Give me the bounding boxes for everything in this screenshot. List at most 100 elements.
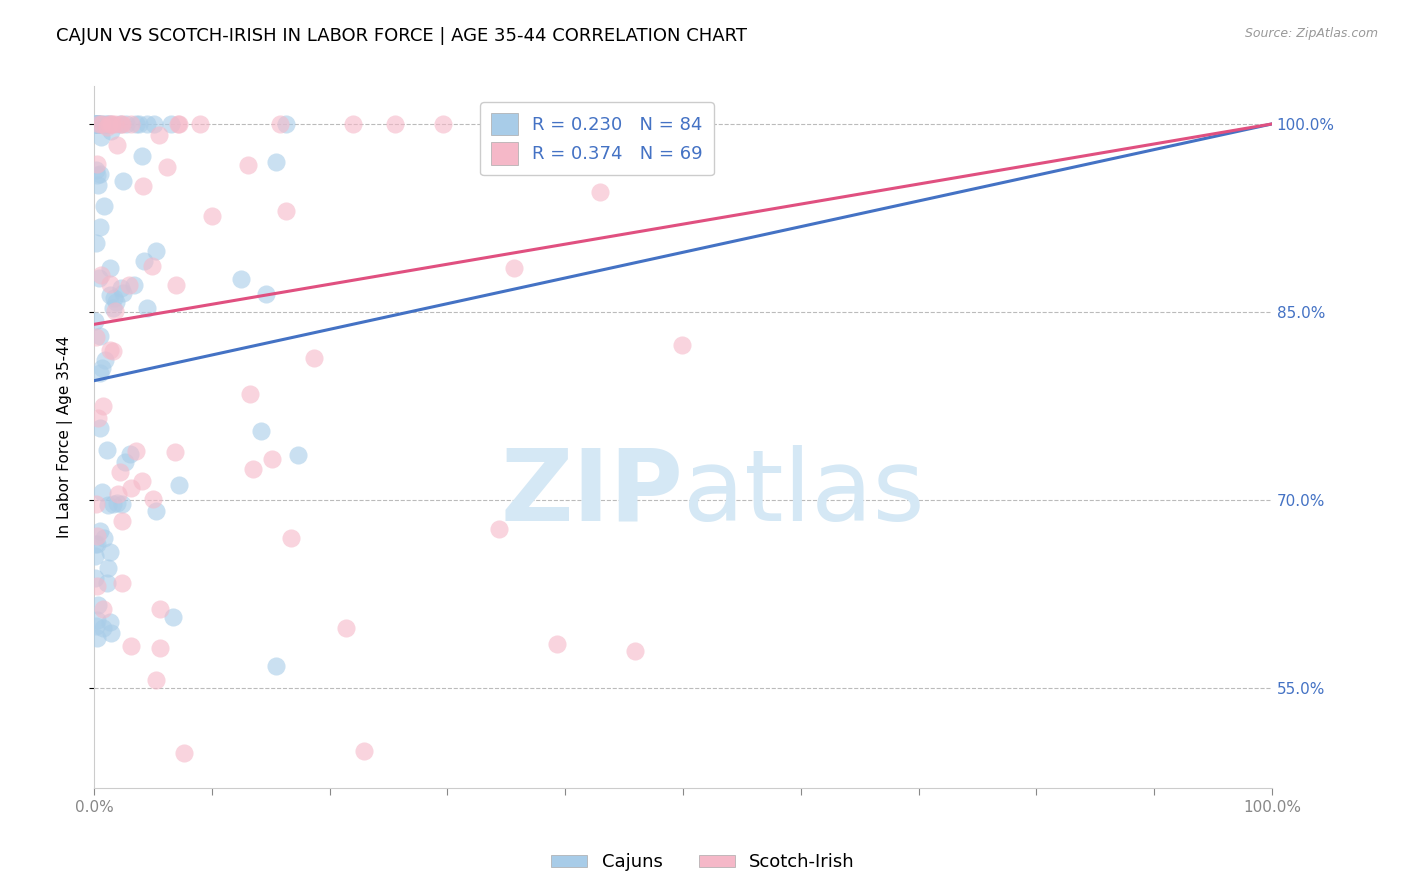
- Point: [162, 609, 184, 624]
- Point: [188, 117, 211, 131]
- Point: [148, 602, 170, 616]
- Point: [111, 173, 134, 187]
- Point: [149, 641, 172, 656]
- Point: [91, 485, 114, 500]
- Point: [86, 117, 108, 131]
- Point: [287, 448, 309, 462]
- Point: [488, 522, 510, 536]
- Point: [94, 352, 117, 367]
- Point: [136, 117, 159, 131]
- Point: [145, 504, 167, 518]
- Point: [89, 329, 111, 343]
- Text: atlas: atlas: [683, 445, 925, 541]
- Point: [135, 301, 157, 315]
- Point: [302, 351, 325, 365]
- Point: [98, 117, 121, 131]
- Point: [86, 497, 108, 511]
- Point: [96, 120, 118, 134]
- Point: [108, 465, 131, 479]
- Point: [141, 259, 163, 273]
- Point: [105, 496, 128, 510]
- Point: [86, 537, 108, 551]
- Point: [546, 637, 568, 651]
- Point: [100, 626, 122, 640]
- Point: [86, 117, 108, 131]
- Point: [125, 444, 148, 458]
- Point: [98, 545, 121, 559]
- Point: [165, 444, 187, 458]
- Point: [89, 219, 111, 234]
- Point: [103, 291, 125, 305]
- Point: [91, 361, 114, 376]
- Point: [98, 615, 121, 630]
- Point: [97, 561, 120, 575]
- Point: [98, 277, 121, 291]
- Point: [231, 272, 253, 286]
- Point: [98, 261, 121, 276]
- Point: [111, 497, 134, 511]
- Point: [238, 158, 260, 172]
- Point: [91, 621, 114, 635]
- Point: [342, 117, 364, 131]
- Point: [128, 117, 150, 131]
- Point: [110, 117, 132, 131]
- Point: [118, 447, 141, 461]
- Point: [201, 209, 224, 223]
- Point: [107, 487, 129, 501]
- Point: [83, 537, 105, 551]
- Point: [101, 344, 124, 359]
- Point: [276, 117, 298, 131]
- Point: [131, 148, 153, 162]
- Point: [86, 117, 108, 131]
- Point: [84, 330, 107, 344]
- Point: [264, 658, 287, 673]
- Point: [89, 167, 111, 181]
- Point: [114, 455, 136, 469]
- Point: [120, 481, 142, 495]
- Point: [86, 613, 108, 627]
- Point: [159, 117, 181, 131]
- Point: [96, 117, 118, 131]
- Point: [104, 303, 127, 318]
- Point: [100, 124, 122, 138]
- Point: [101, 497, 124, 511]
- Point: [145, 673, 167, 687]
- Point: [589, 185, 612, 199]
- Point: [83, 117, 105, 131]
- Point: [103, 117, 125, 131]
- Point: [87, 411, 110, 425]
- Point: [260, 451, 283, 466]
- Point: [86, 598, 108, 612]
- Point: [84, 117, 107, 131]
- Point: [142, 117, 165, 131]
- Point: [84, 162, 107, 177]
- Point: [148, 128, 170, 142]
- Point: [167, 478, 190, 492]
- Point: [120, 117, 142, 131]
- Point: [280, 531, 302, 545]
- Y-axis label: In Labor Force | Age 35-44: In Labor Force | Age 35-44: [58, 336, 73, 538]
- Point: [353, 744, 375, 758]
- Point: [86, 529, 108, 543]
- Point: [125, 117, 148, 131]
- Point: [98, 117, 121, 131]
- Point: [90, 117, 112, 131]
- Point: [335, 621, 357, 635]
- Point: [91, 399, 114, 413]
- Point: [169, 117, 191, 131]
- Point: [105, 138, 128, 153]
- Point: [94, 117, 117, 131]
- Point: [122, 278, 145, 293]
- Point: [173, 746, 195, 760]
- Text: ZIP: ZIP: [501, 445, 683, 541]
- Point: [90, 117, 112, 131]
- Point: [84, 314, 107, 328]
- Point: [242, 462, 264, 476]
- Point: [671, 337, 693, 351]
- Point: [276, 204, 298, 219]
- Point: [131, 474, 153, 488]
- Point: [156, 160, 179, 174]
- Point: [142, 491, 165, 506]
- Point: [132, 254, 155, 268]
- Point: [87, 178, 110, 193]
